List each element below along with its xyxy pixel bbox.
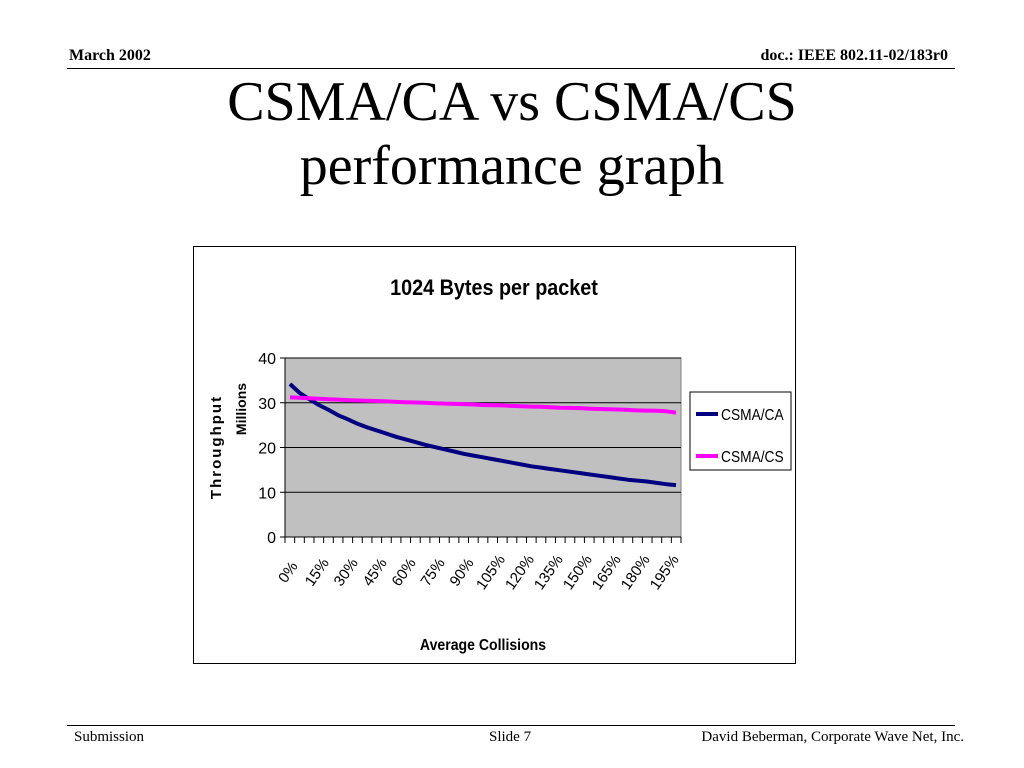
slide-title-line2: performance graph: [299, 135, 725, 197]
y-tick-label: 20: [258, 441, 276, 458]
y-tick-label: 30: [258, 396, 276, 413]
x-tick-label: 120%: [502, 552, 538, 593]
slide-title: CSMA/CA vs CSMA/CS performance graph: [0, 70, 1024, 198]
x-tick-label: 150%: [560, 552, 596, 593]
x-tick-label: 90%: [446, 555, 477, 589]
x-tick-label: 45%: [360, 555, 391, 589]
plot-area: [284, 357, 682, 538]
x-tick-label: 195%: [647, 552, 683, 593]
footer-slide-number: Slide 7: [489, 729, 532, 745]
x-tick-label: 105%: [473, 552, 509, 593]
x-tick-label: 0%: [275, 559, 301, 587]
x-tick-label: 165%: [589, 552, 625, 593]
slide-title-line1: CSMA/CA vs CSMA/CS: [227, 71, 797, 133]
x-axis-label: Average Collisions: [420, 636, 546, 654]
footer-author: David Beberman, Corporate Wave Net, Inc.: [701, 729, 964, 745]
y-tick-label: 40: [258, 351, 276, 368]
legend-label: CSMA/CA: [721, 406, 784, 424]
header-date: March 2002: [69, 47, 151, 64]
legend: CSMA/CA CSMA/CS: [689, 391, 792, 471]
y-tick-label: 10: [258, 485, 276, 502]
x-axis: 0% 15%30%45%60%75%90%105%120%135%150%165%…: [275, 536, 683, 593]
footer-divider: [67, 725, 955, 726]
x-tick-label: 60%: [389, 555, 420, 589]
y-axis-units-label: Millions: [233, 383, 249, 435]
y-axis: 0 10 20 30 40: [258, 351, 286, 547]
x-tick-label: 135%: [531, 552, 567, 593]
y-axis-label: Throughput: [208, 395, 225, 499]
series-line: [288, 382, 677, 488]
footer-submission: Submission: [74, 729, 145, 745]
x-tick-label: 180%: [618, 552, 654, 593]
legend-label: CSMA/CS: [721, 448, 784, 466]
x-tick-label: 75%: [417, 555, 448, 589]
header-doc-id: doc.: IEEE 802.11-02/183r0: [760, 47, 948, 64]
series-lines: [288, 382, 677, 488]
y-tick-label: 0: [267, 530, 276, 547]
chart-title: 1024 Bytes per packet: [390, 276, 598, 300]
header-divider: [67, 68, 955, 69]
x-tick-label: 15%: [302, 555, 333, 589]
x-tick-label: 30%: [331, 555, 362, 589]
series-line: [289, 395, 677, 415]
